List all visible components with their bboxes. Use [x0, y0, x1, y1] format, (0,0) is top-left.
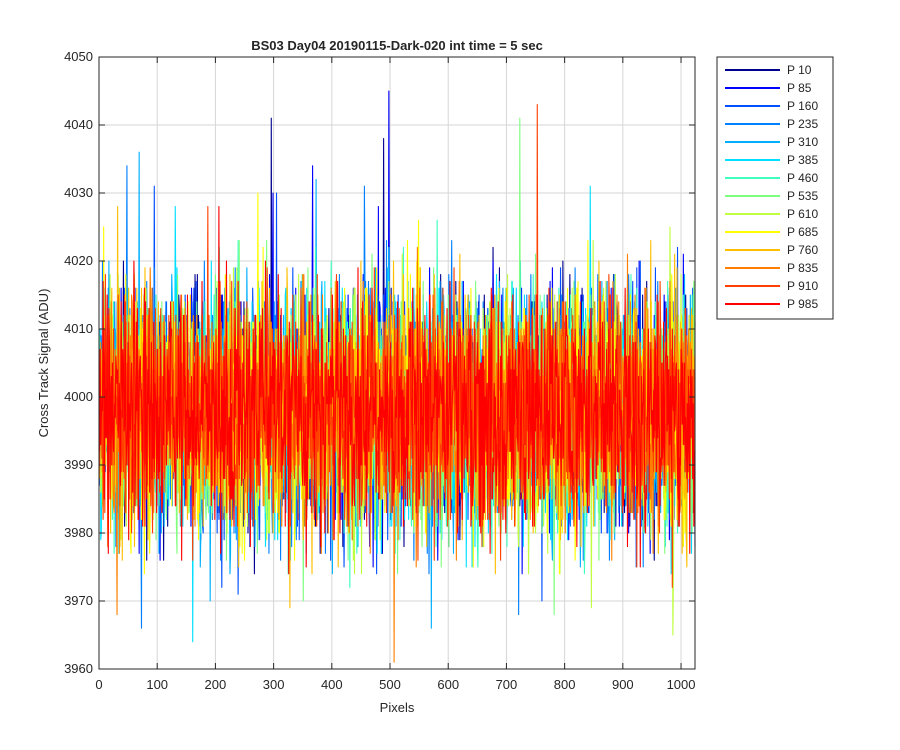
legend-label: P 610: [787, 207, 818, 221]
legend-box: [716, 56, 834, 320]
x-tick-label: 300: [263, 677, 285, 692]
y-tick-label: 3990: [64, 457, 93, 472]
legend-label: P 385: [787, 153, 818, 167]
x-tick-label: 200: [205, 677, 227, 692]
x-axis-label: Pixels: [380, 700, 415, 715]
x-tick-label: 1000: [667, 677, 696, 692]
legend-label: P 10: [787, 63, 812, 77]
legend-label: P 310: [787, 135, 818, 149]
legend-label: P 85: [787, 81, 812, 95]
legend: P 10 P 85 P 160 P 235 P 310 P 385 P 460 P 535 P …: [716, 56, 834, 320]
y-tick-label: 4050: [64, 49, 93, 64]
x-tick-label: 600: [437, 677, 459, 692]
x-tick-label: 0: [95, 677, 102, 692]
y-tick-label: 4020: [64, 253, 93, 268]
legend-label: P 760: [787, 243, 818, 257]
legend-label: P 460: [787, 171, 818, 185]
y-axis-label: Cross Track Signal (ADU): [36, 289, 51, 438]
legend-label: P 985: [787, 297, 818, 311]
x-tick-label: 100: [146, 677, 168, 692]
legend-label: P 910: [787, 279, 818, 293]
y-tick-label: 4040: [64, 117, 93, 132]
x-tick-label: 400: [321, 677, 343, 692]
x-tick-label: 900: [612, 677, 634, 692]
series-layer: [99, 90, 696, 663]
y-tick-label: 3980: [64, 525, 93, 540]
y-tick-label: 3960: [64, 661, 93, 676]
y-tick-label: 4000: [64, 389, 93, 404]
plot-frame: [98, 56, 696, 670]
x-tick-label: 500: [379, 677, 401, 692]
legend-label: P 160: [787, 99, 818, 113]
ticks: 0 100 200 300 400 500 600 700 800 900 1000 3960 3970…: [64, 49, 695, 692]
y-tick-label: 4010: [64, 321, 93, 336]
series-line-p-985: [99, 206, 696, 575]
chart-title: BS03 Day04 20190115-Dark-020 int time = …: [251, 38, 543, 53]
legend-label: P 835: [787, 261, 818, 275]
y-tick-label: 3970: [64, 593, 93, 608]
legend-label: P 235: [787, 117, 818, 131]
y-tick-label: 4030: [64, 185, 93, 200]
legend-label: P 535: [787, 189, 818, 203]
x-tick-label: 800: [554, 677, 576, 692]
legend-label: P 685: [787, 225, 818, 239]
x-tick-label: 700: [496, 677, 518, 692]
